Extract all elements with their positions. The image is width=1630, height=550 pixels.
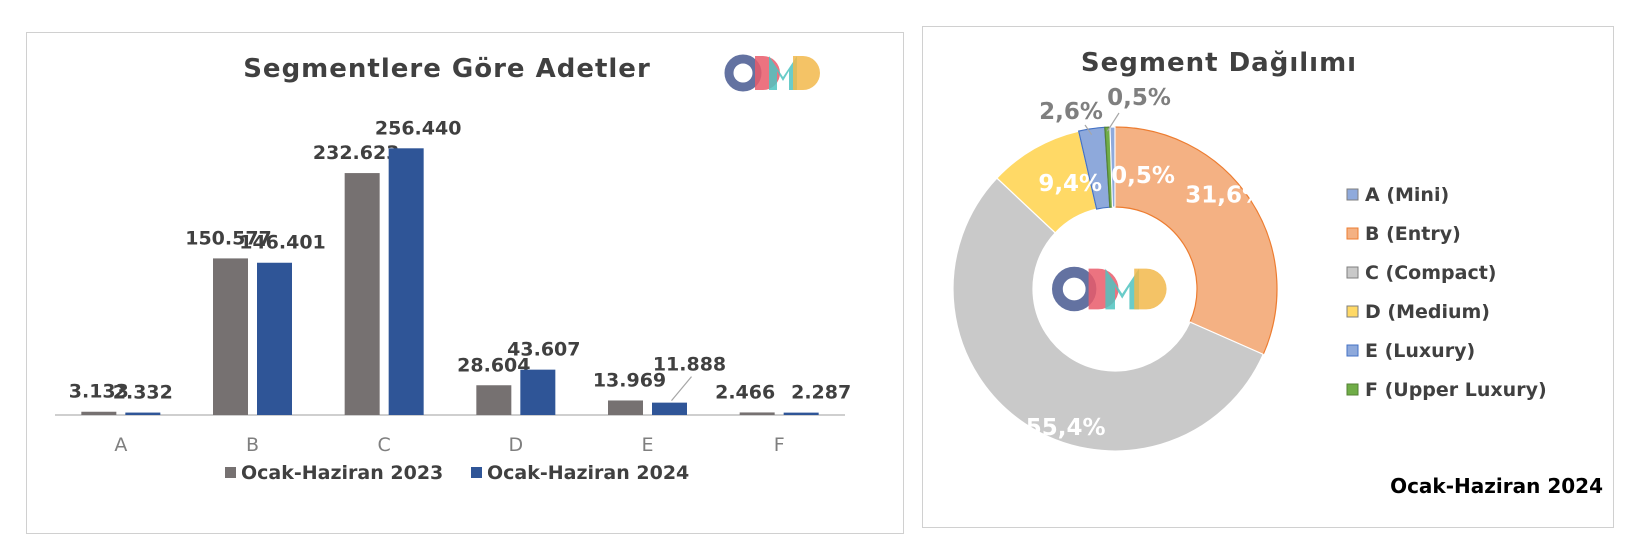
data-label-b-2023: 150.577	[185, 227, 272, 249]
slice-label-c: 55,4%	[1026, 415, 1106, 441]
bar-b-2023	[213, 258, 248, 415]
x-tick-d: D	[509, 434, 524, 456]
legend-swatch-c	[1346, 266, 1359, 279]
x-tick-b: B	[246, 434, 259, 456]
donut-slice-a	[1109, 126, 1116, 208]
period-label: Ocak-Haziran 2024	[1390, 474, 1603, 498]
legend-label-d: D (Medium)	[1365, 301, 1490, 323]
bar-f-2023	[739, 412, 775, 415]
legend-label-a: A (Mini)	[1365, 184, 1449, 206]
data-label-c-2023: 232.623	[313, 142, 400, 164]
bar-a-2023	[81, 411, 117, 415]
x-tick-e: E	[641, 434, 653, 456]
slice-label-d: 9,4%	[1038, 171, 1102, 197]
slice-label-f: 0,5%	[1107, 85, 1171, 111]
odmd-logo	[724, 54, 820, 92]
logo-letter-d2	[1134, 268, 1167, 310]
x-tick-a: A	[114, 434, 127, 456]
data-label-e-2023: 13.969	[593, 369, 666, 391]
bar-c-2024	[388, 148, 424, 415]
bar-b-2024	[257, 262, 292, 415]
bar-d-2023	[476, 385, 512, 415]
leader-line-e-2024	[671, 376, 692, 402]
legend-label-b: B (Entry)	[1365, 223, 1461, 245]
slice-label-b: 31,6%	[1185, 182, 1265, 208]
bar-f-2024	[783, 412, 819, 415]
donut-chart-panel: Segment Dağılımı 31,6% 55,4% 9,4% 0,5% 2,6% 0…	[922, 26, 1614, 528]
legend-swatch-d	[1346, 305, 1359, 318]
bar-e-2023	[608, 400, 643, 415]
data-label-a-2023: 3.133	[69, 381, 129, 403]
bar-d-2024	[520, 369, 556, 415]
logo-letter-m	[769, 56, 797, 90]
legend-label-2024: Ocak-Haziran 2024	[487, 462, 689, 484]
legend-label-e: E (Luxury)	[1365, 340, 1475, 362]
legend-swatch-f	[1346, 383, 1359, 396]
data-label-f-2024: 2.287	[791, 382, 851, 404]
legend-swatch-b	[1346, 227, 1359, 240]
data-label-c-2024: 256.440	[375, 117, 462, 139]
legend-label-f: F (Upper Luxury)	[1365, 379, 1547, 401]
legend-swatch-2023	[225, 467, 236, 478]
data-label-b-2024: 146.401	[239, 232, 326, 254]
leader-line-e	[1084, 124, 1093, 136]
donut-slice-b	[1114, 126, 1278, 356]
x-tick-c: C	[378, 434, 391, 456]
logo-letter-o	[724, 54, 762, 92]
legend-swatch-2024	[471, 467, 482, 478]
legend-label-c: C (Compact)	[1365, 262, 1497, 284]
logo-letter-d2	[793, 56, 820, 90]
legend-label-2023: Ocak-Haziran 2023	[241, 462, 443, 484]
data-label-f-2023: 2.466	[715, 381, 775, 403]
data-label-d-2023: 28.604	[457, 354, 530, 376]
bar-chart-panel: Segmentlere Göre Adetler 3.133 2.332 A 150.…	[26, 32, 904, 534]
logo-letter-m	[1105, 268, 1139, 310]
slice-label-a: 0,5%	[1111, 163, 1175, 189]
data-label-e-2024: 11.888	[653, 354, 726, 376]
data-label-a-2024: 2.332	[113, 382, 173, 404]
bar-a-2024	[125, 412, 161, 415]
leader-line-f	[1106, 112, 1120, 132]
donut-chart: Segment Dağılımı 31,6%55,4%9,4% 0,5%2,6%0…	[952, 48, 1603, 498]
bar-c-2023	[344, 173, 380, 415]
legend-swatch-a	[1346, 188, 1359, 201]
logo-letter-o	[1051, 266, 1097, 312]
odmd-logo-center	[1051, 266, 1167, 312]
donut-slice-c	[952, 177, 1265, 452]
legend-swatch-e	[1346, 344, 1359, 357]
data-label-d-2024: 43.607	[507, 339, 580, 361]
x-tick-f: F	[774, 434, 785, 456]
bar-chart-title: Segmentlere Göre Adetler	[243, 54, 651, 84]
donut-chart-title: Segment Dağılımı	[1081, 48, 1357, 78]
bar-e-2024	[652, 402, 687, 415]
slice-label-e: 2,6%	[1039, 99, 1103, 125]
